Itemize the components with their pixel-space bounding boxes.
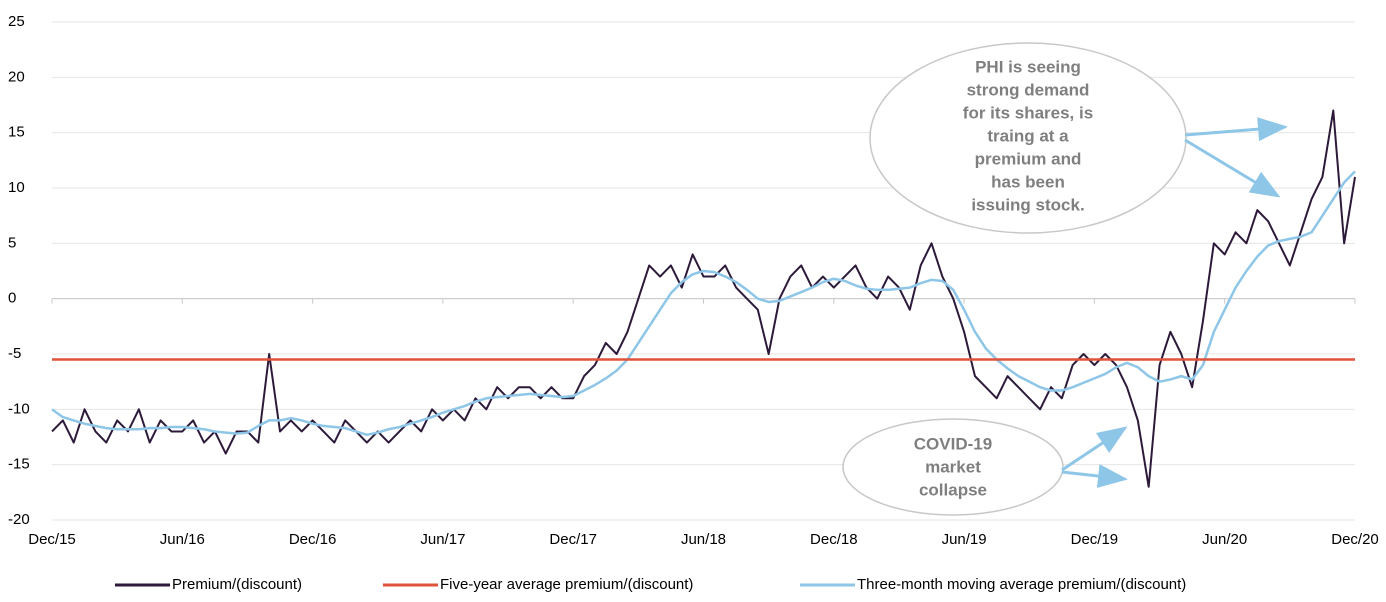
arrow bbox=[1061, 426, 1128, 472]
arrow bbox=[1184, 117, 1288, 142]
annotation-text: strong demand bbox=[967, 80, 1090, 99]
y-tick-label: 25 bbox=[8, 13, 25, 30]
annotation-text: for its shares, is bbox=[963, 103, 1093, 122]
x-tick-label: Dec/20 bbox=[1331, 531, 1379, 548]
x-tick-label: Dec/15 bbox=[28, 531, 76, 548]
arrow bbox=[1184, 138, 1281, 198]
x-tick-label: Jun/18 bbox=[681, 531, 726, 548]
y-tick-label: -20 bbox=[8, 511, 30, 528]
y-tick-label: 15 bbox=[8, 124, 25, 141]
x-tick-label: Dec/17 bbox=[549, 531, 597, 548]
series-line bbox=[51, 109, 1356, 488]
x-tick-label: Dec/16 bbox=[289, 531, 337, 548]
x-tick-label: Dec/19 bbox=[1071, 531, 1119, 548]
legend-label: Premium/(discount) bbox=[172, 576, 302, 593]
annotation-text: has been bbox=[991, 172, 1065, 191]
annotation-text: premium and bbox=[975, 149, 1082, 168]
annotation-text: collapse bbox=[919, 480, 987, 499]
x-tick-label: Dec/18 bbox=[810, 531, 858, 548]
annotation-text: issuing stock. bbox=[971, 195, 1084, 214]
annotation-text: PHI is seeing bbox=[975, 57, 1081, 76]
legend-label: Three-month moving average premium/(disc… bbox=[857, 576, 1186, 593]
y-tick-label: -15 bbox=[8, 456, 30, 473]
x-tick-label: Jun/17 bbox=[420, 531, 465, 548]
x-tick-label: Jun/20 bbox=[1202, 531, 1247, 548]
x-tick-label: Jun/16 bbox=[160, 531, 205, 548]
y-tick-label: 5 bbox=[8, 234, 16, 251]
legend-label: Five-year average premium/(discount) bbox=[440, 576, 693, 593]
y-tick-label: -5 bbox=[8, 345, 21, 362]
annotation-arrows bbox=[1061, 117, 1288, 488]
arrow bbox=[1061, 464, 1128, 488]
annotation-text: COVID-19 bbox=[914, 434, 992, 453]
y-tick-label: 0 bbox=[8, 290, 16, 307]
series-line bbox=[51, 170, 1356, 437]
annotation-bubble bbox=[842, 418, 1064, 516]
annotation-bubble bbox=[869, 42, 1187, 234]
annotation-text: market bbox=[925, 457, 981, 476]
y-tick-label: -10 bbox=[8, 400, 30, 417]
y-tick-label: 20 bbox=[8, 68, 25, 85]
y-tick-label: 10 bbox=[8, 179, 25, 196]
x-tick-label: Jun/19 bbox=[942, 531, 987, 548]
annotation-text: traing at a bbox=[987, 126, 1069, 145]
